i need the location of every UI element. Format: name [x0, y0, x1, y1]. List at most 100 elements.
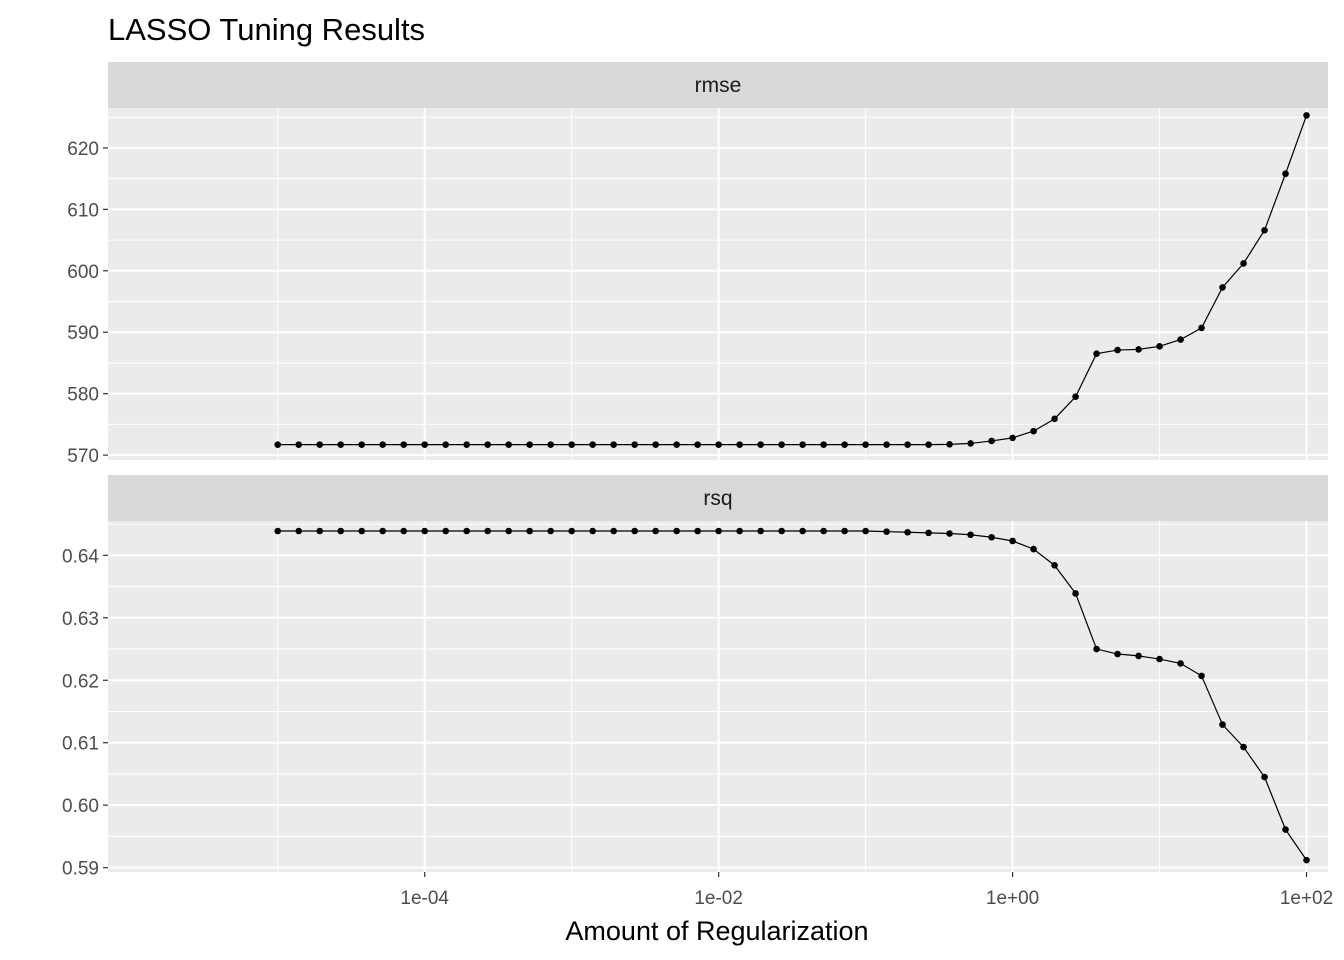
data-point-rsq — [1030, 545, 1037, 553]
data-point-rmse — [1282, 170, 1289, 178]
strip-label-rsq: rsq — [703, 487, 732, 510]
data-point-rsq — [925, 529, 932, 537]
data-point-rsq — [1282, 826, 1289, 833]
data-point-rmse — [400, 441, 408, 448]
data-point-rmse — [568, 441, 575, 448]
strip-rmse — [108, 62, 1328, 108]
data-point-rmse — [1177, 336, 1184, 343]
data-point-rsq — [904, 528, 911, 536]
data-point-rmse — [736, 441, 743, 448]
data-point-rsq — [778, 527, 785, 535]
data-point-rmse — [1240, 260, 1247, 267]
x-tick-label: 1e-02 — [694, 888, 743, 909]
data-point-rsq — [1219, 721, 1226, 728]
data-point-rsq — [757, 527, 764, 535]
data-point-rmse — [673, 441, 680, 448]
data-point-rmse — [316, 441, 324, 448]
data-point-rsq — [946, 530, 953, 537]
data-point-rmse — [862, 441, 869, 448]
x-tick-label: 1e-04 — [400, 888, 449, 909]
y-tick-label: 590 — [67, 323, 99, 344]
data-point-rsq — [862, 527, 869, 535]
data-point-rmse — [295, 441, 303, 448]
data-point-rmse — [694, 441, 701, 448]
panel-rmse: rmse 570 580 590 600 610 620 — [67, 62, 1328, 467]
data-point-rmse — [484, 441, 491, 448]
data-point-rmse — [757, 441, 764, 448]
data-point-rsq — [652, 527, 659, 535]
y-tick-label: 0.60 — [62, 796, 99, 817]
data-point-rmse — [904, 441, 911, 448]
data-point-rsq — [715, 527, 722, 535]
y-tick-label: 570 — [67, 446, 99, 467]
data-point-rsq — [463, 527, 470, 535]
data-point-rmse — [946, 441, 953, 448]
data-point-rmse — [358, 441, 366, 448]
y-tick-label: 0.63 — [62, 609, 99, 630]
series-line-rsq — [277, 530, 1308, 861]
data-point-rmse — [778, 441, 785, 448]
data-point-rmse — [1051, 415, 1058, 423]
data-point-rsq — [820, 527, 827, 535]
data-point-rmse — [1135, 346, 1142, 353]
data-point-rsq — [1198, 672, 1205, 680]
data-point-rsq — [673, 527, 680, 535]
y-tick-label: 580 — [67, 385, 99, 406]
data-point-rmse — [1114, 346, 1121, 354]
data-point-rmse — [610, 441, 617, 448]
data-point-rmse — [988, 437, 995, 445]
data-point-rsq — [1240, 743, 1247, 751]
data-point-rsq — [1156, 655, 1163, 663]
data-point-rmse — [1261, 226, 1268, 234]
data-point-rsq — [1114, 650, 1121, 658]
data-point-rmse — [715, 441, 722, 448]
data-point-rmse — [1009, 434, 1016, 442]
data-point-rsq — [736, 527, 743, 535]
strip-label-rmse: rmse — [695, 74, 742, 97]
data-point-rsq — [967, 531, 974, 539]
panel-rsq: rsq 0.59 0.60 0.61 0.62 0.63 0.64 — [62, 475, 1328, 880]
data-point-rsq — [400, 527, 408, 535]
data-point-rmse — [631, 441, 638, 448]
x-tick-label: 1e+02 — [1280, 888, 1333, 909]
y-tick-label: 0.62 — [62, 671, 99, 692]
data-point-rsq — [526, 527, 533, 535]
data-point-rmse — [274, 441, 282, 448]
data-point-rsq — [1009, 537, 1016, 545]
y-tick-label: 0.64 — [62, 546, 99, 567]
data-point-rsq — [316, 527, 324, 535]
y-tick-label: 0.61 — [62, 734, 99, 755]
data-point-rmse — [589, 441, 596, 448]
data-point-rsq — [883, 528, 890, 535]
x-tick-label: 1e+00 — [986, 888, 1039, 909]
data-point-rmse — [337, 441, 345, 448]
facet-panels: rmse 570 580 590 600 610 620 rsq 0.59 0.60 0.61 0.6… — [62, 62, 1328, 880]
data-point-rmse — [652, 441, 659, 448]
data-point-rmse — [463, 441, 470, 448]
y-tick-label: 600 — [67, 262, 99, 283]
data-point-rsq — [547, 527, 554, 535]
data-point-rmse — [820, 441, 827, 448]
data-point-rmse — [1219, 284, 1226, 291]
data-point-rmse — [1093, 350, 1100, 358]
data-point-rsq — [1177, 660, 1184, 667]
data-point-rmse — [799, 441, 806, 448]
data-point-rmse — [967, 440, 974, 447]
data-point-rsq — [484, 527, 491, 535]
data-point-rsq — [295, 527, 303, 535]
data-point-rmse — [1156, 343, 1163, 350]
data-point-rmse — [526, 441, 533, 448]
data-point-rsq — [421, 527, 429, 535]
data-point-rsq — [1261, 773, 1268, 781]
data-point-rsq — [358, 527, 366, 535]
y-tick-label: 620 — [67, 139, 99, 160]
data-point-rsq — [1135, 652, 1142, 660]
data-point-rsq — [694, 527, 701, 535]
data-point-rmse — [883, 441, 890, 448]
data-point-rsq — [631, 527, 638, 535]
y-tick-label: 0.59 — [62, 859, 99, 880]
data-point-rsq — [379, 527, 387, 535]
x-axis: 1e-04 1e-02 1e+00 1e+02 — [400, 872, 1333, 909]
data-point-rsq — [505, 527, 512, 535]
data-point-rsq — [610, 527, 617, 535]
